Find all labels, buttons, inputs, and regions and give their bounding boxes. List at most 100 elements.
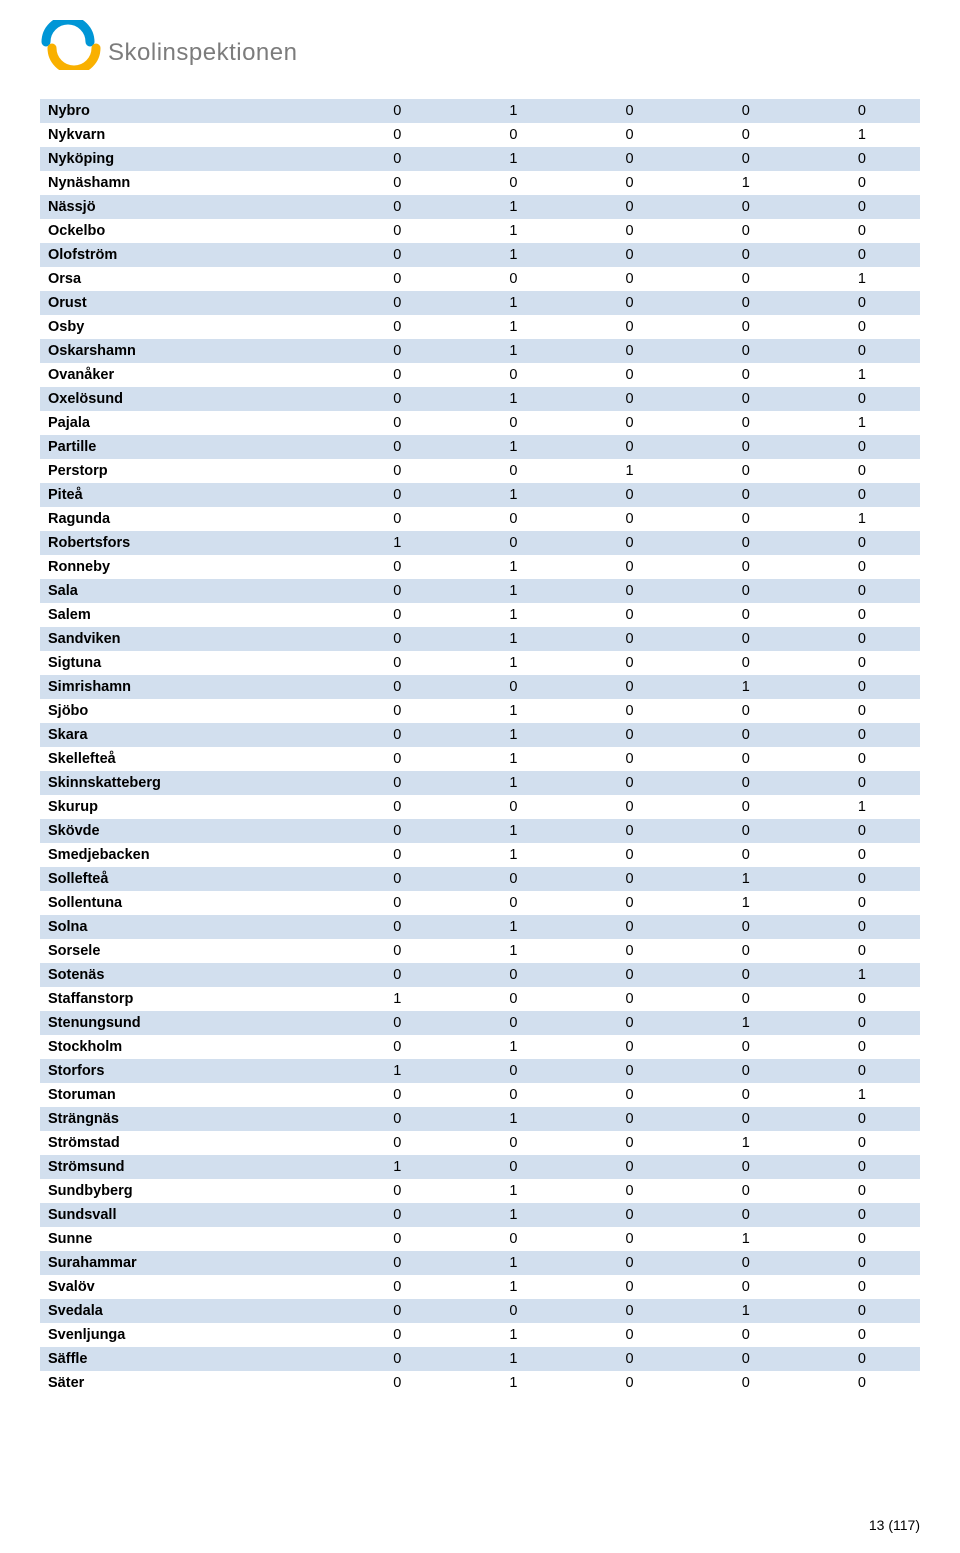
table-row: Sandviken01000 — [40, 627, 920, 651]
row-value: 0 — [804, 819, 920, 843]
row-label: Strömsund — [40, 1155, 339, 1179]
row-value: 0 — [339, 315, 455, 339]
row-value: 1 — [455, 747, 571, 771]
row-value: 0 — [572, 1107, 688, 1131]
table-row: Nykvarn00001 — [40, 123, 920, 147]
row-value: 0 — [572, 1155, 688, 1179]
row-value: 0 — [688, 363, 804, 387]
row-value: 0 — [339, 1275, 455, 1299]
row-value: 0 — [688, 1155, 804, 1179]
row-label: Säter — [40, 1371, 339, 1395]
row-value: 0 — [688, 627, 804, 651]
row-value: 0 — [804, 315, 920, 339]
row-value: 0 — [804, 843, 920, 867]
row-value: 0 — [688, 1347, 804, 1371]
row-value: 0 — [339, 747, 455, 771]
row-value: 1 — [688, 171, 804, 195]
row-value: 0 — [688, 843, 804, 867]
table-row: Sundsvall01000 — [40, 1203, 920, 1227]
row-label: Svenljunga — [40, 1323, 339, 1347]
table-row: Perstorp00100 — [40, 459, 920, 483]
row-label: Sala — [40, 579, 339, 603]
row-value: 0 — [572, 339, 688, 363]
table-row: Storuman00001 — [40, 1083, 920, 1107]
row-value: 0 — [572, 243, 688, 267]
row-value: 0 — [572, 699, 688, 723]
row-label: Storuman — [40, 1083, 339, 1107]
row-value: 0 — [804, 99, 920, 123]
row-value: 1 — [455, 483, 571, 507]
row-value: 0 — [804, 1371, 920, 1395]
row-value: 0 — [572, 987, 688, 1011]
row-value: 0 — [688, 963, 804, 987]
row-value: 1 — [804, 963, 920, 987]
row-value: 0 — [339, 1251, 455, 1275]
row-value: 0 — [572, 363, 688, 387]
row-value: 0 — [339, 867, 455, 891]
row-value: 0 — [455, 675, 571, 699]
row-label: Nässjö — [40, 195, 339, 219]
row-value: 0 — [455, 123, 571, 147]
row-value: 0 — [688, 699, 804, 723]
row-value: 0 — [804, 219, 920, 243]
row-label: Ronneby — [40, 555, 339, 579]
row-value: 1 — [455, 339, 571, 363]
row-value: 0 — [339, 1035, 455, 1059]
row-label: Sunne — [40, 1227, 339, 1251]
row-value: 0 — [688, 483, 804, 507]
row-value: 1 — [455, 1203, 571, 1227]
row-value: 0 — [339, 555, 455, 579]
row-value: 0 — [688, 819, 804, 843]
row-label: Skövde — [40, 819, 339, 843]
row-value: 0 — [804, 1011, 920, 1035]
row-value: 0 — [688, 747, 804, 771]
row-value: 1 — [455, 1371, 571, 1395]
row-value: 0 — [339, 699, 455, 723]
row-value: 0 — [804, 1179, 920, 1203]
row-value: 0 — [339, 723, 455, 747]
row-value: 0 — [804, 435, 920, 459]
row-value: 1 — [339, 1155, 455, 1179]
table-row: Strömsund10000 — [40, 1155, 920, 1179]
row-value: 1 — [455, 387, 571, 411]
row-value: 0 — [804, 867, 920, 891]
row-label: Orust — [40, 291, 339, 315]
row-value: 1 — [455, 1179, 571, 1203]
row-label: Skurup — [40, 795, 339, 819]
row-value: 0 — [572, 1227, 688, 1251]
row-label: Staffanstorp — [40, 987, 339, 1011]
row-value: 0 — [804, 723, 920, 747]
row-value: 0 — [688, 795, 804, 819]
row-value: 0 — [572, 483, 688, 507]
row-value: 0 — [572, 1371, 688, 1395]
row-value: 0 — [804, 627, 920, 651]
row-value: 0 — [339, 123, 455, 147]
row-value: 0 — [339, 1107, 455, 1131]
row-label: Sjöbo — [40, 699, 339, 723]
row-value: 0 — [339, 1083, 455, 1107]
row-label: Sundsvall — [40, 1203, 339, 1227]
row-label: Oxelösund — [40, 387, 339, 411]
row-value: 0 — [688, 123, 804, 147]
row-value: 0 — [572, 1179, 688, 1203]
row-value: 1 — [455, 915, 571, 939]
row-label: Sollefteå — [40, 867, 339, 891]
row-value: 0 — [572, 867, 688, 891]
row-value: 0 — [572, 1275, 688, 1299]
table-row: Pajala00001 — [40, 411, 920, 435]
row-value: 1 — [339, 531, 455, 555]
row-value: 0 — [339, 243, 455, 267]
row-value: 1 — [804, 267, 920, 291]
row-value: 0 — [339, 147, 455, 171]
table-row: Partille01000 — [40, 435, 920, 459]
row-label: Smedjebacken — [40, 843, 339, 867]
row-value: 0 — [572, 891, 688, 915]
row-value: 0 — [804, 555, 920, 579]
row-value: 0 — [688, 1035, 804, 1059]
row-value: 0 — [339, 795, 455, 819]
table-row: Salem01000 — [40, 603, 920, 627]
row-value: 0 — [455, 1083, 571, 1107]
row-value: 0 — [455, 363, 571, 387]
row-value: 0 — [804, 675, 920, 699]
table-row: Skellefteå01000 — [40, 747, 920, 771]
